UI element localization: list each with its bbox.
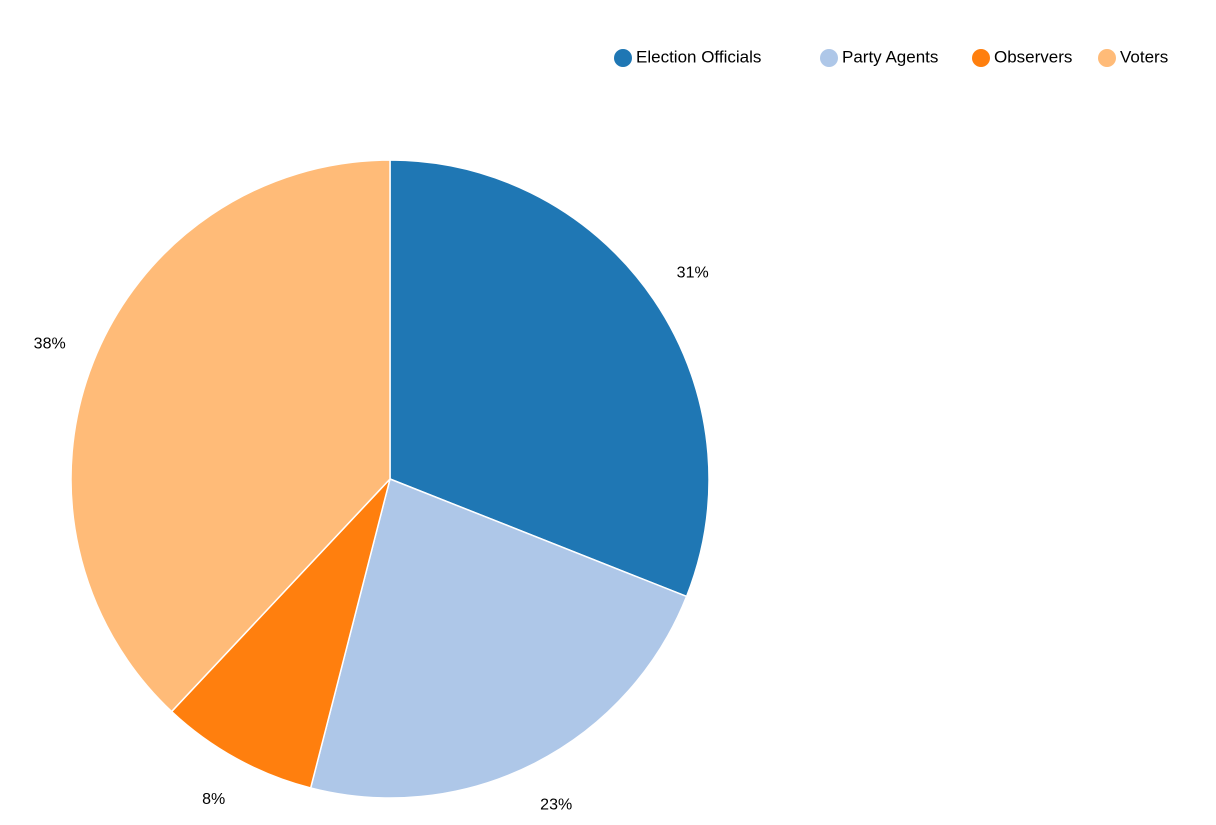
legend-marker-voters bbox=[1098, 49, 1116, 67]
legend-label-voters: Voters bbox=[1120, 47, 1168, 66]
legend-marker-election-officials bbox=[614, 49, 632, 67]
legend: Election Officials Party Agents Observers V… bbox=[614, 47, 1168, 67]
legend-label-election-officials: Election Officials bbox=[636, 47, 761, 66]
legend-label-observers: Observers bbox=[994, 47, 1072, 66]
legend-marker-party-agents bbox=[820, 49, 838, 67]
slice-labels: 31% 23% 8% 38% bbox=[34, 265, 709, 814]
pie-slice-election-officials bbox=[389, 159, 710, 598]
pie-slices bbox=[70, 159, 710, 799]
legend-label-party-agents: Party Agents bbox=[842, 47, 938, 66]
legend-marker-observers bbox=[972, 49, 990, 67]
pie-slice-party-agents bbox=[309, 477, 688, 799]
slice-label-election-officials: 31% bbox=[677, 265, 709, 282]
slice-label-voters: 38% bbox=[34, 336, 66, 353]
pie-slice-observers bbox=[170, 478, 391, 789]
pie-slice-voters bbox=[70, 159, 391, 713]
slice-label-party-agents: 23% bbox=[540, 796, 572, 813]
slice-label-observers: 8% bbox=[202, 791, 225, 808]
